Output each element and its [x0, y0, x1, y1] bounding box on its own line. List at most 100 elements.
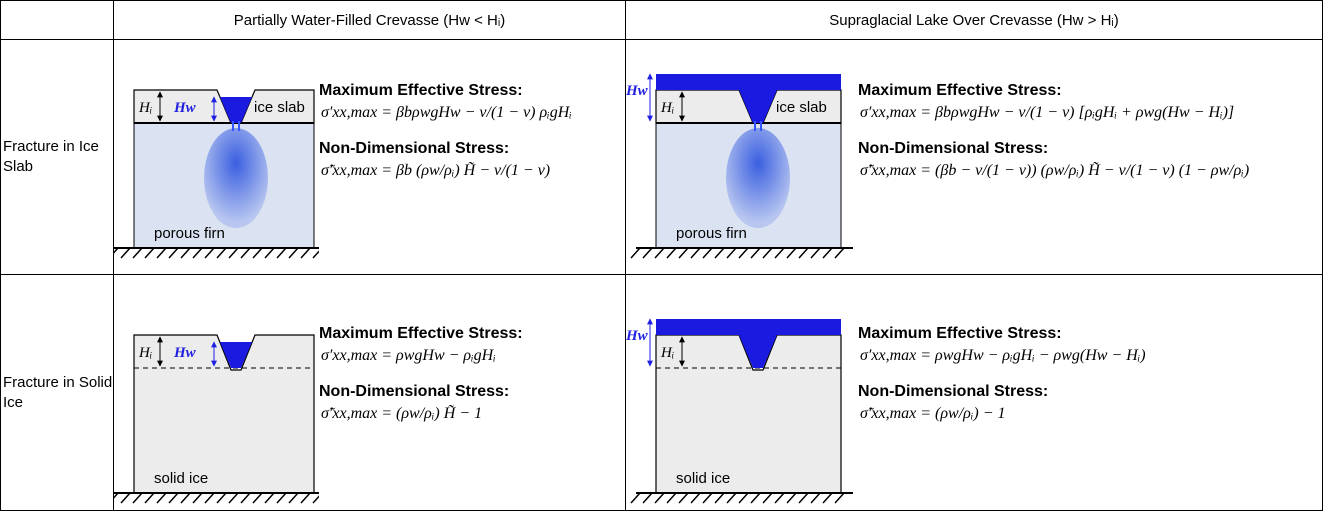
hatch	[798, 247, 809, 259]
hatch	[786, 247, 797, 259]
hatch	[690, 492, 701, 504]
heading: Maximum Effective Stress:	[858, 82, 1062, 99]
hatch	[216, 247, 227, 259]
crevasse-diagram: Hᵢ Hw solid ice	[114, 334, 319, 504]
hatch	[132, 492, 143, 504]
water-pocket	[726, 128, 790, 228]
cell-content: Hᵢ Hw ice slab porous firn Maximum Effective…	[114, 40, 625, 272]
hatch	[642, 247, 653, 259]
hatch	[144, 247, 155, 259]
heading: Maximum Effective Stress:	[319, 82, 523, 99]
hatch	[216, 492, 227, 504]
hatch	[678, 492, 689, 504]
equation: σ′xx,max = βbρwgHw − ν/(1 − ν) ρᵢgHᵢ	[321, 104, 572, 121]
crevasse-water	[739, 335, 777, 368]
equation: σ̃′xx,max = (ρw/ρᵢ) H̃ − 1	[321, 405, 483, 422]
stress-text: Maximum Effective Stress: σ′xx,max = ρwgH…	[858, 275, 1146, 441]
cell-content: Hᵢ Hw solid ice Maximum Effective Stress: σ′…	[114, 275, 625, 507]
cell: Hᵢ Hw ice slab porous firn Maximum Effective…	[113, 39, 626, 275]
hatch	[120, 492, 131, 504]
hatch	[180, 247, 191, 259]
hatch	[714, 247, 725, 259]
column-header: Supraglacial Lake Over Crevasse (Hw > Hᵢ…	[625, 0, 1323, 40]
hatch	[654, 492, 665, 504]
stress-text: Maximum Effective Stress: σ′xx,max = βbρw…	[319, 40, 572, 198]
hatch	[774, 492, 785, 504]
heading: Non-Dimensional Stress:	[858, 383, 1049, 400]
hatch	[228, 247, 239, 259]
hatch	[240, 492, 251, 504]
stress-text: Maximum Effective Stress: σ′xx,max = ρwgH…	[319, 275, 523, 441]
cell-content: Hᵢ Hw solid ice Maximum Effective Stress: σ′…	[626, 275, 1322, 507]
equation: σ̃′xx,max = (βb − ν/(1 − ν)) (ρw/ρᵢ) H̃ …	[860, 162, 1250, 179]
hatch	[312, 495, 319, 504]
equation: σ̃′xx,max = βb (ρw/ρᵢ) H̃ − ν/(1 − ν)	[321, 162, 551, 179]
equation: σ′xx,max = ρwgHw − ρᵢgHᵢ	[321, 347, 496, 364]
hatch	[762, 247, 773, 259]
heading: Maximum Effective Stress:	[319, 325, 523, 342]
hatch	[822, 247, 833, 259]
hatch	[276, 247, 287, 259]
row: Fracture in Ice Slab Hᵢ Hw ice slab porous …	[0, 39, 1323, 275]
hatch	[642, 492, 653, 504]
corner	[0, 0, 114, 40]
hatch	[312, 250, 319, 259]
hatch	[738, 247, 749, 259]
hatch	[834, 247, 845, 259]
header-row: Partially Water-Filled Crevasse (Hw < Hᵢ…	[0, 0, 1323, 40]
stress-text: Maximum Effective Stress: σ′xx,max = βbρw…	[858, 40, 1249, 198]
hatch	[252, 247, 263, 259]
lake	[656, 74, 841, 90]
hi-label: Hᵢ	[138, 345, 152, 361]
base-label: solid ice	[154, 470, 208, 487]
hatch	[264, 492, 275, 504]
hatch	[168, 492, 179, 504]
hatch	[702, 492, 713, 504]
hatch	[204, 492, 215, 504]
hatch	[156, 247, 167, 259]
hatch	[192, 247, 203, 259]
hatch	[726, 492, 737, 504]
cell: Hᵢ Hw ice slab porous firn Maximum Effective…	[625, 39, 1323, 275]
hatch	[120, 247, 131, 259]
hatch	[156, 492, 167, 504]
row: Fracture in Solid Ice Hᵢ Hw solid ice Maxim…	[0, 274, 1323, 511]
hatch	[630, 247, 641, 259]
cell: Hᵢ Hw solid ice Maximum Effective Stress: σ′…	[113, 274, 626, 511]
hatch	[678, 247, 689, 259]
base-label: porous firn	[154, 225, 225, 242]
cell: Hᵢ Hw solid ice Maximum Effective Stress: σ′…	[625, 274, 1323, 511]
water-pocket	[204, 128, 268, 228]
equation: σ′xx,max = ρwgHw − ρᵢgHᵢ − ρwg(Hw − Hᵢ)	[860, 347, 1146, 364]
hatch	[726, 247, 737, 259]
lake	[656, 319, 841, 335]
hw-label: Hw	[173, 345, 197, 361]
hatch	[654, 247, 665, 259]
column-header: Partially Water-Filled Crevasse (Hw < Hᵢ…	[113, 0, 626, 40]
hatch	[666, 492, 677, 504]
hw-label: Hw	[626, 83, 649, 99]
hatch	[630, 492, 641, 504]
hatch	[240, 247, 251, 259]
hatch	[180, 492, 191, 504]
hatch	[750, 247, 761, 259]
hatch	[690, 247, 701, 259]
hatch	[810, 492, 821, 504]
hi-label: Hᵢ	[138, 100, 152, 116]
hatch	[774, 247, 785, 259]
hatch	[204, 247, 215, 259]
layer-label: ice slab	[776, 99, 827, 116]
hatch	[114, 247, 119, 254]
hatch	[264, 247, 275, 259]
hatch	[666, 247, 677, 259]
crevasse-water	[219, 342, 253, 368]
crevasse-water	[219, 97, 253, 123]
hatch	[750, 492, 761, 504]
hatch	[114, 492, 119, 499]
hatch	[822, 492, 833, 504]
hatch	[228, 492, 239, 504]
hi-label: Hᵢ	[660, 100, 674, 116]
hatch	[132, 247, 143, 259]
hatch	[810, 247, 821, 259]
